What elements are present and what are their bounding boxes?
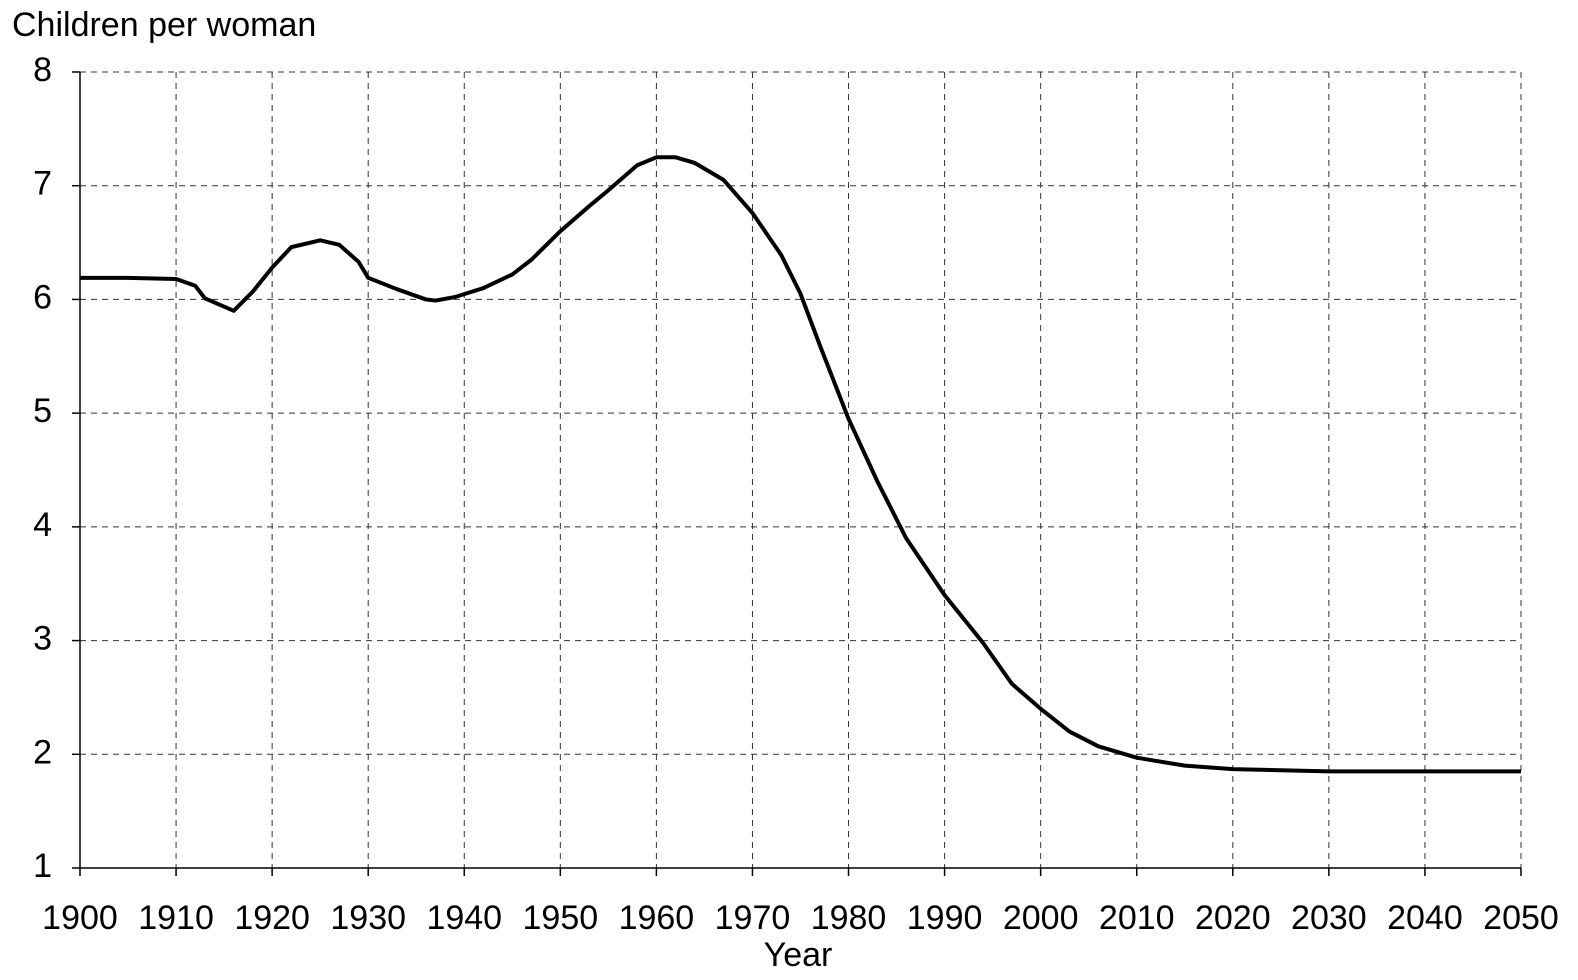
- x-tick-label: 2050: [1483, 899, 1559, 937]
- y-tick-label: 6: [33, 278, 52, 316]
- y-tick-label: 8: [33, 51, 52, 89]
- x-tick-label: 1970: [715, 899, 791, 937]
- y-tick-label: 2: [33, 733, 52, 771]
- x-tick-label: 2000: [1003, 899, 1079, 937]
- y-tick-label: 3: [33, 620, 52, 658]
- x-tick-label: 1990: [907, 899, 983, 937]
- y-tick-label: 5: [33, 392, 52, 430]
- x-tick-label: 1940: [426, 899, 502, 937]
- x-tick-label: 2030: [1291, 899, 1367, 937]
- x-tick-label: 1930: [330, 899, 406, 937]
- y-tick-label: 1: [33, 847, 52, 885]
- x-tick-label: 1950: [523, 899, 599, 937]
- y-tick-label: 4: [33, 506, 52, 544]
- y-tick-label: 7: [33, 165, 52, 203]
- x-tick-label: 1920: [234, 899, 310, 937]
- x-tick-label: 1980: [811, 899, 887, 937]
- x-tick-label: 2040: [1387, 899, 1463, 937]
- x-tick-label: 1910: [138, 899, 214, 937]
- x-tick-label: 1900: [42, 899, 118, 937]
- y-axis-label: Children per woman: [12, 6, 316, 44]
- x-tick-label: 2010: [1099, 899, 1175, 937]
- x-tick-label: 2020: [1195, 899, 1271, 937]
- x-tick-label: 1960: [619, 899, 695, 937]
- line-series: [80, 155, 1521, 774]
- x-axis-label: Year: [764, 936, 833, 974]
